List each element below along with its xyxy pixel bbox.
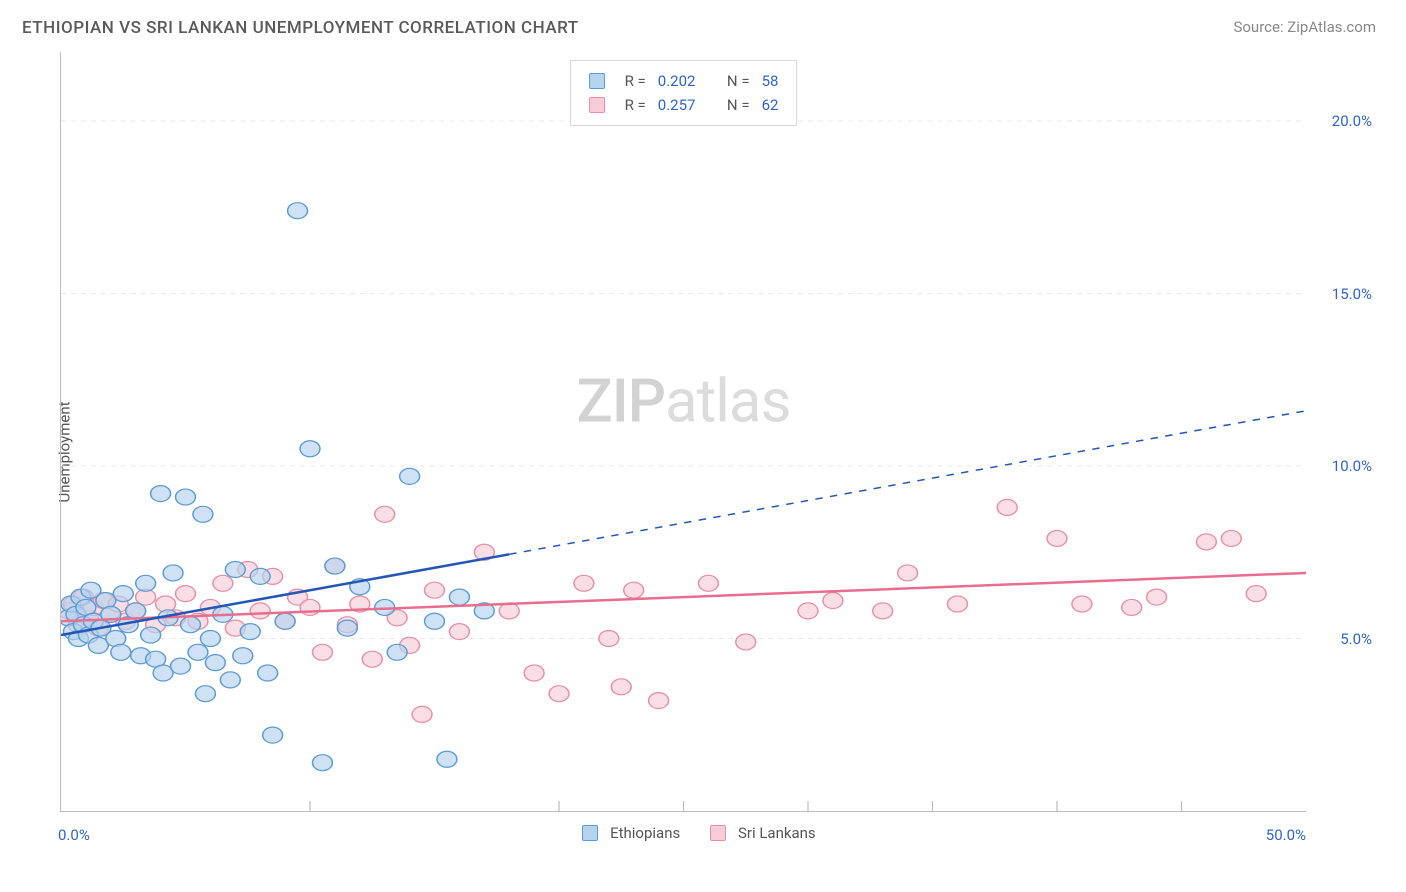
n-label: N = <box>727 69 750 93</box>
n-label: N = <box>727 93 750 117</box>
swatch-pink-icon <box>710 825 726 841</box>
y-tick-label: 20.0% <box>1332 112 1372 130</box>
r-value-ethiopians: 0.202 <box>658 69 696 93</box>
swatch-pink-icon <box>589 97 605 113</box>
stats-row-srilankans: R = 0.257 N = 62 <box>589 93 779 117</box>
stats-row-ethiopians: R = 0.202 N = 58 <box>589 69 779 93</box>
legend-label-srilankans: Sri Lankans <box>738 824 816 842</box>
y-tick-label: 5.0% <box>1340 630 1372 648</box>
legend-label-ethiopians: Ethiopians <box>610 824 680 842</box>
y-tick-label: 10.0% <box>1332 457 1372 475</box>
swatch-blue-icon <box>582 825 598 841</box>
series-legend: Ethiopians Sri Lankans <box>22 824 1376 842</box>
legend-ethiopians: Ethiopians <box>582 824 680 842</box>
source-label: Source: ZipAtlas.com <box>1233 18 1376 36</box>
chart-title: ETHIOPIAN VS SRI LANKAN UNEMPLOYMENT COR… <box>22 18 579 38</box>
r-label: R = <box>625 93 646 117</box>
n-value-ethiopians: 58 <box>762 69 779 93</box>
n-value-srilankans: 62 <box>762 93 779 117</box>
plot-area: ZIPatlas R = 0.202 N = 58 R = 0.257 N = … <box>60 52 1306 812</box>
chart-container: Unemployment ZIPatlas R = 0.202 N = 58 R… <box>22 52 1376 852</box>
r-label: R = <box>625 69 646 93</box>
stats-legend: R = 0.202 N = 58 R = 0.257 N = 62 <box>570 60 798 126</box>
y-tick-label: 15.0% <box>1332 285 1372 303</box>
swatch-blue-icon <box>589 73 605 89</box>
scatter-svg <box>61 52 1306 811</box>
r-value-srilankans: 0.257 <box>658 93 696 117</box>
legend-srilankans: Sri Lankans <box>710 824 815 842</box>
